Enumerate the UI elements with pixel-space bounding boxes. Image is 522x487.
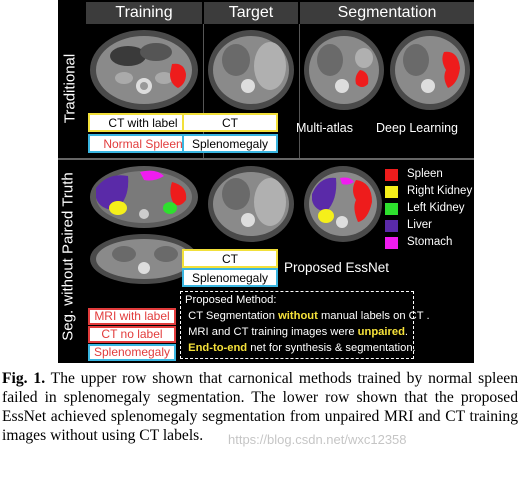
method-label-multi-atlas: Multi-atlas xyxy=(296,121,353,135)
watermark-url: https://blog.csdn.net/wxc12358 xyxy=(228,432,407,447)
figure-panel: Training Target Segmentation Traditional… xyxy=(58,0,474,363)
ct-scan-essnet-result xyxy=(302,164,384,244)
legend-swatch-right-kidney xyxy=(385,186,398,198)
legend-swatch-stomach xyxy=(385,237,398,249)
caption-label: Fig. 1. xyxy=(2,370,45,387)
column-divider-2 xyxy=(299,24,300,158)
method-line-3: End-to-end net for synthesis & segmentat… xyxy=(185,340,409,356)
legend-swatch-spleen xyxy=(385,169,398,181)
label-mri-with-label: MRI with label xyxy=(88,308,176,325)
ct-scan-train-normal xyxy=(88,26,200,112)
label-splenomegaly-train: Splenomegaly xyxy=(88,344,176,361)
label-ct-target: CT xyxy=(182,113,278,132)
row-divider xyxy=(58,158,474,160)
row-label-traditional: Traditional xyxy=(62,47,79,131)
legend-swatch-liver xyxy=(385,220,398,232)
legend-swatch-left-kidney xyxy=(385,203,398,215)
method-label-deep-learning: Deep Learning xyxy=(376,121,458,135)
column-header-segmentation: Segmentation xyxy=(300,2,474,24)
label-ct-no-label: CT no label xyxy=(88,326,176,343)
label-ct-target-bottom: CT xyxy=(182,249,278,268)
ct-scan-target-top xyxy=(206,26,296,112)
ct-scan-target-bottom xyxy=(206,164,296,244)
method-title: Proposed Method: xyxy=(185,292,409,308)
ct-scan-deep-learning xyxy=(388,26,472,112)
label-splenomegaly-target: Splenomegaly xyxy=(182,134,278,153)
proposed-method-box: Proposed Method: CT Segmentation without… xyxy=(180,291,414,359)
ct-scan-multi-atlas xyxy=(302,26,386,112)
row-label-seg-without-paired-truth: Seg. without Paired Truth xyxy=(60,163,77,351)
right-kidney-overlay xyxy=(109,201,127,215)
method-line-1: CT Segmentation without manual labels on… xyxy=(185,308,409,324)
mri-scan-with-label xyxy=(88,164,200,230)
left-kidney-overlay xyxy=(163,202,177,214)
method-line-2: MRI and CT training images were unpaired… xyxy=(185,324,409,340)
result-label-essnet: Proposed EssNet xyxy=(284,260,389,275)
label-splenomegaly-target-bottom: Splenomegaly xyxy=(182,268,278,287)
column-header-training: Training xyxy=(86,2,202,24)
column-header-target: Target xyxy=(204,2,298,24)
right-kidney-overlay xyxy=(318,209,334,223)
